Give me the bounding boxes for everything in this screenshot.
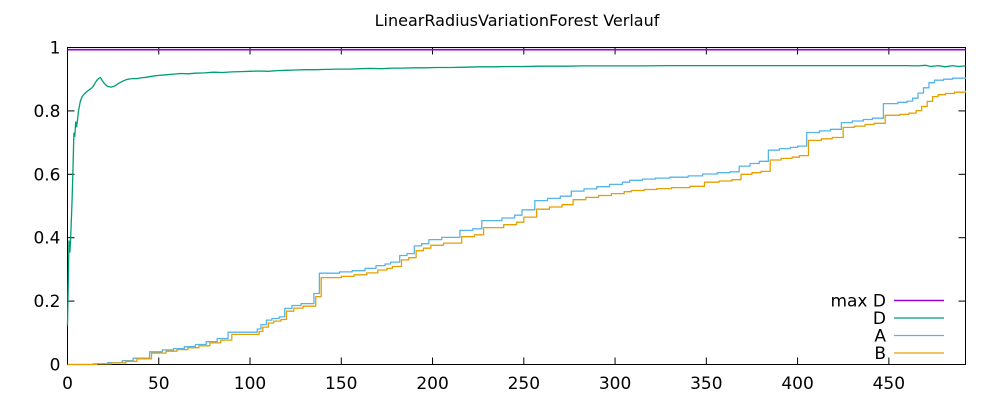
y-tick-label: 0 [50, 356, 61, 376]
legend-label-d: D [873, 309, 886, 329]
x-tick-label: 350 [690, 374, 722, 394]
x-tick-label: 450 [873, 374, 905, 394]
y-tick-label: 0.6 [33, 165, 60, 185]
y-tick-label: 1 [50, 39, 61, 59]
chart-title: LinearRadiusVariationForest Verlauf [375, 11, 660, 30]
y-tick-label: 0.4 [33, 229, 60, 249]
x-tick-label: 300 [599, 374, 631, 394]
x-tick-label: 250 [508, 374, 540, 394]
x-tick-label: 150 [325, 374, 357, 394]
legend-label-b: B [874, 344, 886, 364]
legend-label-a: A [874, 327, 886, 347]
x-tick-label: 400 [781, 374, 813, 394]
series-line-a [67, 77, 967, 366]
plot-border [67, 47, 966, 365]
x-tick-label: 50 [148, 374, 170, 394]
x-tick-label: 100 [234, 374, 266, 394]
series-line-b [67, 90, 967, 366]
y-tick-label: 0.2 [33, 292, 60, 312]
series-line-d [66, 64, 966, 326]
legend-label-max-d: max D [830, 292, 886, 312]
x-tick-label: 200 [416, 374, 448, 394]
y-tick-label: 0.8 [33, 102, 60, 122]
x-tick-label: 0 [62, 374, 73, 394]
